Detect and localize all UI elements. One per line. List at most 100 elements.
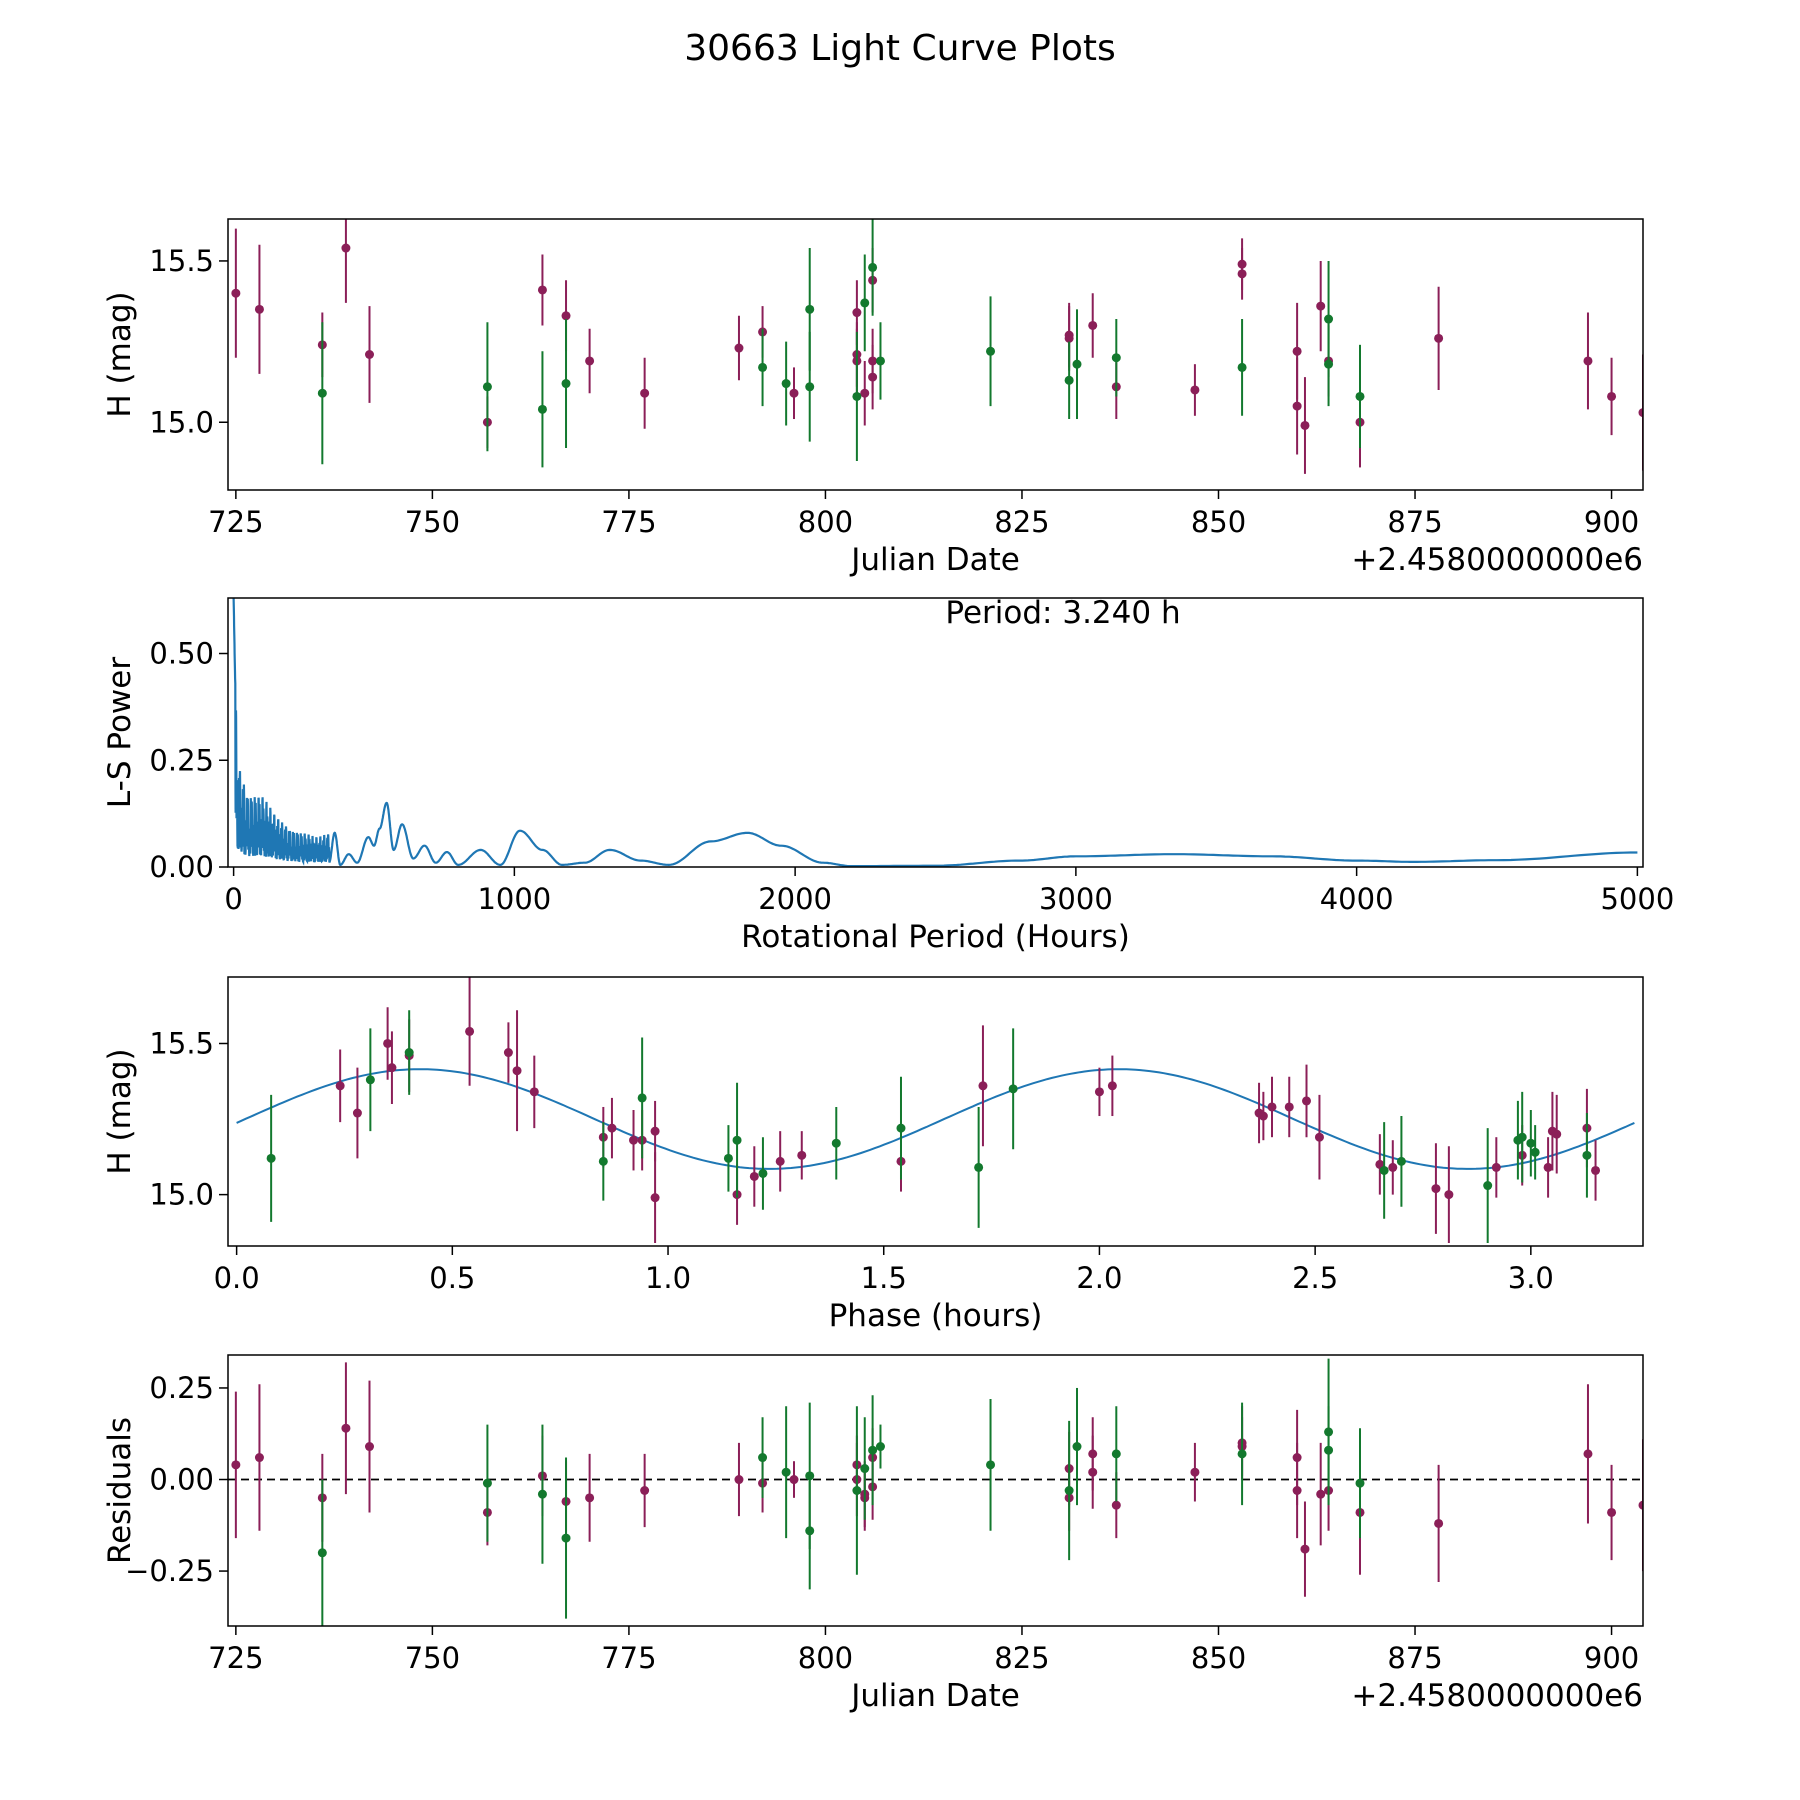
data-point	[650, 1126, 660, 1136]
y-axis-label: H (mag)	[102, 291, 138, 417]
data-point	[1314, 1132, 1324, 1142]
data-point	[749, 1171, 759, 1181]
y-axis-label: Residuals	[102, 1417, 138, 1564]
x-tick-label: 750	[405, 1641, 460, 1675]
data-point	[805, 382, 815, 392]
data-point	[1292, 401, 1302, 411]
data-point	[640, 1486, 650, 1495]
x-tick-label: 800	[798, 505, 853, 539]
axes-frame	[227, 976, 1644, 1247]
axes-frame	[227, 1354, 1644, 1627]
data-point	[585, 356, 595, 366]
data-point	[1582, 1150, 1592, 1160]
data-point	[758, 362, 768, 372]
x-axis-label: Julian Date	[849, 1678, 1020, 1714]
data-point	[860, 298, 870, 308]
data-point	[1355, 391, 1365, 401]
data-point	[1072, 359, 1082, 369]
x-tick-label: 3.0	[1508, 1261, 1554, 1295]
data-point	[1316, 1489, 1326, 1499]
plot-area	[231, 219, 1643, 474]
x-tick-label: 725	[208, 505, 263, 539]
periodogram-line	[232, 598, 1638, 867]
data-point	[1237, 269, 1247, 279]
data-point	[561, 311, 571, 321]
panel-4: 725 750 775 800 825 850 875 900 −0.25 0.00 0.25 Jul…	[102, 1354, 1644, 1714]
data-point	[352, 1108, 362, 1118]
y-tick-label: 0.25	[149, 743, 214, 777]
panel-1: 725 750 775 800 825 850 875 900 15.0 15.5 Julian D…	[102, 218, 1644, 578]
data-point	[1237, 362, 1247, 372]
y-tick-label: 15.0	[149, 405, 214, 439]
x-tick-label: 0	[224, 882, 242, 916]
x-tick-label: 2000	[758, 882, 832, 916]
plot-area	[232, 598, 1638, 867]
x-axis-label: Phase (hours)	[829, 1298, 1043, 1334]
data-point	[1444, 1190, 1454, 1200]
data-point	[561, 379, 571, 389]
data-point	[1583, 1449, 1593, 1459]
x-tick-label: 2.5	[1292, 1261, 1338, 1295]
data-point	[758, 1168, 768, 1178]
data-point	[537, 404, 547, 414]
data-point	[383, 1038, 393, 1048]
x-tick-label: 850	[1191, 505, 1246, 539]
data-point	[598, 1156, 608, 1166]
data-point	[1526, 1138, 1536, 1148]
y-tick-label: −0.25	[125, 1554, 214, 1588]
data-point	[365, 1442, 374, 1452]
data-point	[365, 1075, 375, 1085]
x-offset-text: +2.4580000000e6	[1351, 542, 1643, 578]
data-point	[650, 1193, 660, 1203]
data-point	[607, 1123, 617, 1133]
data-point	[852, 1486, 862, 1495]
period-annotation: Period: 3.240 h	[945, 595, 1180, 631]
data-point	[1072, 1442, 1082, 1452]
data-point	[1088, 320, 1098, 330]
data-point	[723, 1153, 733, 1163]
data-point	[1284, 1102, 1294, 1112]
x-tick-label: 750	[405, 505, 460, 539]
data-point	[734, 1475, 744, 1485]
data-point	[1111, 353, 1121, 363]
data-point	[1190, 385, 1200, 395]
data-point	[482, 1478, 492, 1488]
x-tick-label: 900	[1584, 505, 1639, 539]
data-point	[1583, 356, 1593, 366]
data-point	[629, 1135, 639, 1145]
x-tick-label: 3000	[1039, 882, 1113, 916]
x-tick-label: 875	[1387, 1641, 1442, 1675]
plot-area	[228, 1358, 1643, 1626]
y-axis-label: H (mag)	[102, 1048, 138, 1174]
y-tick-label: 15.5	[149, 1026, 214, 1060]
data-point	[852, 308, 862, 318]
data-point	[266, 1153, 276, 1163]
data-point	[254, 1453, 264, 1463]
data-point	[1517, 1132, 1527, 1142]
data-point	[1379, 1165, 1389, 1175]
x-tick-label: 900	[1584, 1641, 1639, 1675]
data-point	[974, 1162, 984, 1172]
data-point	[805, 1526, 815, 1536]
data-point	[1237, 1449, 1247, 1459]
data-point	[1300, 1544, 1310, 1554]
x-tick-label: 1.5	[861, 1261, 907, 1295]
data-point	[1388, 1162, 1398, 1172]
data-point	[805, 304, 815, 314]
model-curve	[236, 1068, 1635, 1170]
data-point	[335, 1081, 345, 1091]
data-point	[1107, 1081, 1117, 1091]
x-tick-label: 875	[1387, 505, 1442, 539]
data-point	[1638, 408, 1643, 418]
data-point	[781, 379, 791, 389]
data-point	[1324, 359, 1334, 369]
x-tick-label: 2.0	[1076, 1261, 1122, 1295]
data-point	[1607, 1507, 1617, 1517]
data-point	[585, 1493, 595, 1503]
data-point	[341, 1423, 351, 1433]
data-point	[1292, 346, 1302, 356]
axes-frame	[227, 597, 1644, 868]
x-offset-text: +2.4580000000e6	[1351, 1678, 1643, 1714]
data-point	[978, 1081, 988, 1091]
